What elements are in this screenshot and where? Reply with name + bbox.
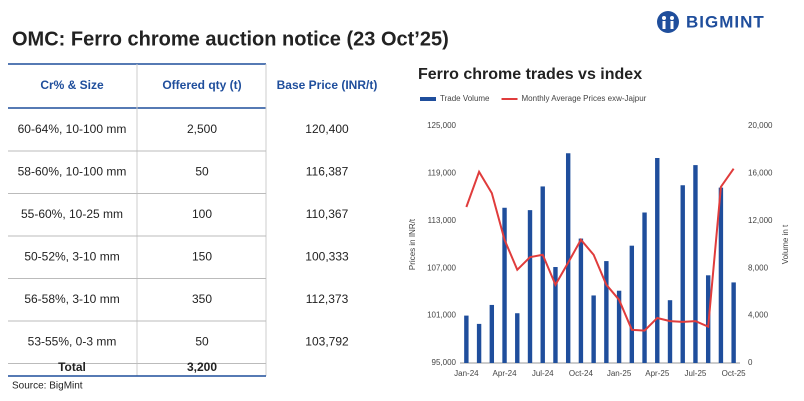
legend-label: Monthly Average Prices exw-Jajpur bbox=[522, 94, 647, 103]
table-cell: 120,400 bbox=[305, 122, 349, 136]
bar bbox=[718, 187, 724, 363]
source: Source: BigMint bbox=[12, 381, 83, 392]
table-cell: 103,792 bbox=[305, 335, 349, 349]
x-tick-label: Jan-24 bbox=[454, 369, 479, 378]
bar bbox=[527, 210, 533, 363]
bar bbox=[604, 261, 609, 363]
x-tick-label: Oct-24 bbox=[569, 369, 594, 378]
table-cell: 50 bbox=[195, 165, 209, 179]
chart-title: Ferro chrome trades vs index bbox=[418, 66, 642, 83]
bar bbox=[489, 304, 495, 363]
legend-swatch bbox=[420, 97, 436, 101]
x-tick-label: Apr-25 bbox=[645, 369, 670, 378]
table-cell: 350 bbox=[192, 292, 212, 306]
table-cell: 58-60%, 10-100 mm bbox=[18, 165, 127, 179]
table-header: Cr% & Size bbox=[40, 78, 104, 92]
tick-label: 20,000 bbox=[748, 121, 773, 130]
tick-label: 125,000 bbox=[427, 121, 456, 130]
table-cell: 150 bbox=[192, 250, 212, 264]
table-cell: 2,500 bbox=[187, 122, 217, 136]
x-tick-label: Jul-24 bbox=[532, 369, 554, 378]
table-cell: 60-64%, 10-100 mm bbox=[18, 122, 127, 136]
x-tick-label: Jul-25 bbox=[685, 369, 707, 378]
bar bbox=[464, 315, 469, 363]
x-tick-label: Jan-25 bbox=[607, 369, 632, 378]
tick-label: 101,000 bbox=[427, 311, 456, 320]
bar bbox=[540, 186, 545, 363]
bar bbox=[591, 295, 596, 363]
table-cell: 53-55%, 0-3 mm bbox=[28, 335, 117, 349]
tick-label: 119,000 bbox=[428, 169, 457, 178]
table-header: Base Price (INR/t) bbox=[277, 78, 378, 92]
y-axis-label: Prices in INR/t bbox=[408, 218, 417, 270]
bar bbox=[616, 290, 622, 363]
tick-label: 113,000 bbox=[428, 216, 457, 225]
table-cell: 50 bbox=[195, 335, 209, 349]
tick-label: 8,000 bbox=[748, 263, 769, 272]
bar bbox=[553, 267, 558, 363]
table-total: Total bbox=[58, 360, 86, 374]
bar bbox=[502, 207, 507, 363]
bar bbox=[731, 282, 736, 363]
table-cell: 110,367 bbox=[306, 207, 349, 221]
table-header: Offered qty (t) bbox=[162, 78, 241, 92]
table-cell: 112,373 bbox=[306, 292, 349, 306]
bar bbox=[667, 300, 673, 363]
tick-label: 4,000 bbox=[748, 311, 769, 320]
table-total: 3,200 bbox=[187, 360, 217, 374]
bar bbox=[476, 323, 482, 363]
y2-axis-label: Volume in t bbox=[781, 224, 790, 264]
table-cell: 50-52%, 3-10 mm bbox=[24, 250, 119, 264]
tick-label: 16,000 bbox=[748, 169, 773, 178]
tick-label: 12,000 bbox=[748, 216, 773, 225]
tick-label: 95,000 bbox=[432, 358, 457, 367]
bar bbox=[642, 212, 647, 363]
table-cell: 100,333 bbox=[305, 250, 349, 264]
bar bbox=[693, 165, 698, 363]
x-tick-label: Oct-25 bbox=[722, 369, 747, 378]
logo: BIGMINT bbox=[657, 11, 765, 33]
tick-label: 0 bbox=[748, 358, 753, 367]
bar bbox=[655, 157, 660, 363]
bar bbox=[578, 238, 584, 363]
table-cell: 55-60%, 10-25 mm bbox=[21, 207, 123, 221]
bar bbox=[565, 153, 571, 363]
page-title: OMC: Ferro chrome auction notice (23 Oct… bbox=[12, 28, 449, 50]
bar bbox=[629, 245, 635, 363]
legend-label: Trade Volume bbox=[440, 94, 490, 103]
line bbox=[465, 168, 735, 332]
tick-label: 107,000 bbox=[427, 263, 456, 272]
logo-text: BIGMINT bbox=[686, 12, 765, 31]
bar bbox=[515, 313, 520, 363]
bar bbox=[680, 185, 685, 363]
table-cell: 100 bbox=[192, 207, 212, 221]
x-tick-label: Apr-24 bbox=[493, 369, 518, 378]
table-cell: 116,387 bbox=[306, 165, 349, 179]
table-cell: 56-58%, 3-10 mm bbox=[24, 292, 119, 306]
